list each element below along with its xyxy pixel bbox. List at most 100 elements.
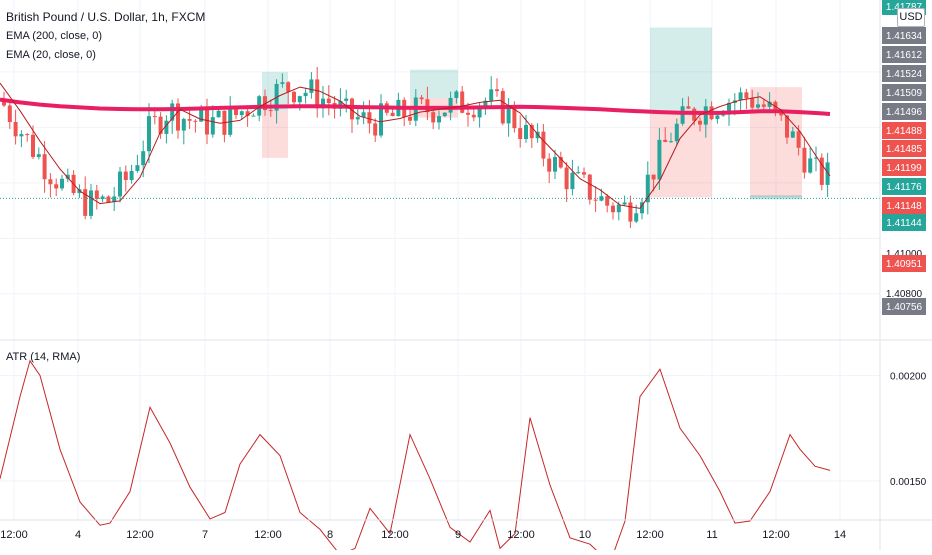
candle-up xyxy=(727,102,731,115)
candle-down xyxy=(582,172,586,175)
candle-down xyxy=(123,171,128,181)
price-axis-label: 1.41612 xyxy=(886,50,923,61)
candle-up xyxy=(181,118,186,131)
atr-axis[interactable]: 0.00200 0.00150 xyxy=(890,372,927,488)
candle-up xyxy=(703,106,708,125)
candle-down xyxy=(83,189,88,216)
candle-down xyxy=(651,174,656,180)
candle-down xyxy=(541,131,546,159)
chart-title[interactable]: British Pound / U.S. Dollar, 1h, FXCM xyxy=(6,10,206,24)
ema20-line xyxy=(0,82,831,209)
candle-down xyxy=(176,103,180,131)
time-axis-label: 11 xyxy=(706,529,717,541)
atr-series-line xyxy=(0,359,831,555)
price-axis-label: 1.41000 xyxy=(886,249,923,260)
price-axis[interactable]: 1.41787 1.41634 1.41612 1.41524 1.41509 1.414… xyxy=(882,0,926,315)
atr-legend[interactable]: ATR (14, RMA) xyxy=(6,351,81,363)
candle-up xyxy=(118,171,122,197)
candle-up xyxy=(216,110,221,118)
candle-down xyxy=(106,196,111,203)
candle-down xyxy=(25,134,30,136)
candle-down xyxy=(593,199,598,201)
candle-down xyxy=(315,79,320,109)
price-axis-label: 1.41144 xyxy=(886,218,922,229)
candle-up xyxy=(89,190,93,216)
long-stop-zone xyxy=(262,110,288,158)
candle-up xyxy=(199,108,204,122)
currency-badge[interactable]: USD xyxy=(897,8,925,27)
candle-up xyxy=(309,79,314,93)
candle-up xyxy=(454,91,459,98)
candle-down xyxy=(564,167,569,190)
atr-line xyxy=(0,359,831,555)
candle-down xyxy=(31,134,35,157)
candle-up xyxy=(767,101,772,107)
time-axis-label: 12:00 xyxy=(254,529,282,541)
price-label-bg xyxy=(882,197,926,214)
time-axis-label: 14 xyxy=(834,529,846,541)
time-axis-label: 4 xyxy=(75,529,81,541)
candle-up xyxy=(36,154,41,157)
price-label-bg xyxy=(882,46,926,63)
price-axis-label: 1.41634 xyxy=(886,31,923,42)
ema20-legend[interactable]: EMA (20, close, 0) xyxy=(6,49,96,61)
candle-down xyxy=(54,184,59,189)
candle-down xyxy=(13,121,18,137)
candle-down xyxy=(460,91,465,113)
price-axis-label: 1.40951 xyxy=(886,259,923,270)
price-label-bg xyxy=(882,27,926,44)
candle-down xyxy=(628,202,633,222)
candle-down xyxy=(42,154,47,180)
candle-down xyxy=(48,179,53,185)
candle-up xyxy=(657,139,662,180)
candle-down xyxy=(390,112,395,117)
time-axis-label: 12:00 xyxy=(636,529,664,541)
ema-lines xyxy=(0,82,831,209)
candle-up xyxy=(100,196,105,199)
candle-up xyxy=(674,123,679,142)
candle-down xyxy=(495,89,499,92)
candle-down xyxy=(425,99,430,113)
candle-up xyxy=(790,131,795,138)
candle-up xyxy=(442,112,447,117)
candle-up xyxy=(60,178,64,189)
price-label-bg xyxy=(882,140,926,157)
candle-down xyxy=(245,111,250,116)
candle-up xyxy=(634,213,639,222)
candle-down xyxy=(698,120,702,125)
long-target-zone xyxy=(650,27,712,111)
candle-up xyxy=(141,151,146,166)
price-axis-label: 1.41488 xyxy=(886,126,923,137)
candle-down xyxy=(431,112,436,123)
time-axis-label: 7 xyxy=(202,529,208,541)
candle-up xyxy=(379,103,383,136)
candle-up xyxy=(680,106,685,124)
ema200-legend[interactable]: EMA (200, close, 0) xyxy=(6,30,102,42)
candle-down xyxy=(268,110,273,112)
candle-down xyxy=(373,123,378,136)
candle-up xyxy=(622,202,627,205)
candle-down xyxy=(785,115,789,138)
candle-up xyxy=(170,103,175,121)
price-axis-label: 1.41148 xyxy=(886,201,922,212)
candle-down xyxy=(802,147,807,173)
price-axis-label: 1.40800 xyxy=(886,289,923,300)
candle-down xyxy=(187,118,192,121)
candle-up xyxy=(715,115,720,120)
time-axis-label: 12:00 xyxy=(762,529,790,541)
price-label-bg xyxy=(882,84,926,101)
candle-down xyxy=(263,96,267,111)
atr-axis-label: 0.00200 xyxy=(890,372,927,383)
candle-down xyxy=(234,107,238,116)
time-axis[interactable]: 12:00 4 12:00 7 12:00 8 12:00 9 12:00 10 12:00 11 12… xyxy=(0,529,846,541)
candle-up xyxy=(477,106,482,118)
candle-down xyxy=(587,174,592,200)
candle-down xyxy=(761,104,766,107)
time-axis-label: 12:00 xyxy=(126,529,154,541)
candle-down xyxy=(819,157,824,185)
candle-up xyxy=(19,134,24,137)
ema200-line xyxy=(0,97,831,116)
candle-up xyxy=(616,204,621,213)
